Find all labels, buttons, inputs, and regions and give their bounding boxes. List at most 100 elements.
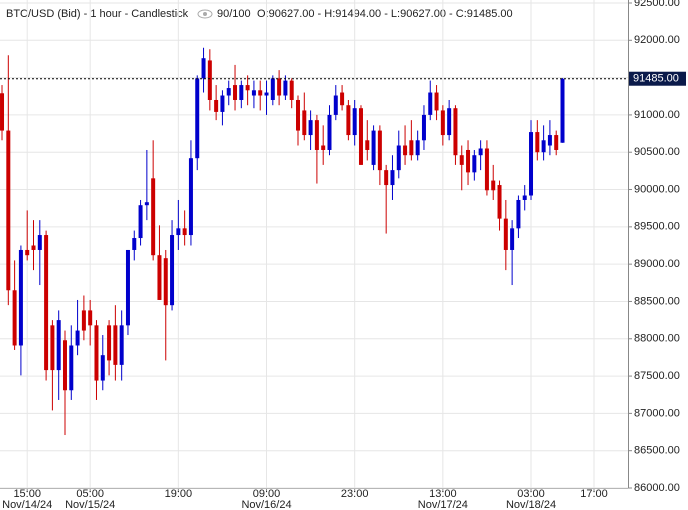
- candle-body: [50, 325, 55, 371]
- candle-body: [371, 130, 376, 165]
- header: BTC/USD (Bid) - 1 hour - Candlestick 90/…: [0, 0, 628, 489]
- candle-body: [182, 228, 187, 236]
- last-price-label: 91485.00: [633, 73, 679, 85]
- candle-body: [12, 290, 17, 346]
- y-tick-label: 90500.00: [634, 146, 680, 158]
- candle-body: [132, 238, 137, 250]
- candle-body: [163, 258, 168, 306]
- candle-body: [503, 218, 508, 250]
- candle-body: [340, 92, 345, 106]
- candle-body: [283, 80, 288, 96]
- candle-body: [170, 235, 175, 306]
- last-price-box: [629, 71, 686, 86]
- y-tick-label: 86000.00: [634, 482, 680, 494]
- candle-body: [138, 205, 143, 239]
- eye-icon: [197, 9, 213, 19]
- candle-body: [201, 58, 206, 79]
- candle-body: [207, 60, 212, 100]
- candle-body: [547, 135, 552, 146]
- x-tick-label: 03:00: [517, 488, 545, 500]
- candle-body: [75, 330, 80, 346]
- candle-body: [491, 180, 496, 191]
- candle-body: [447, 108, 452, 136]
- candle-body: [251, 90, 256, 96]
- candle-body: [119, 325, 124, 365]
- candle-body: [529, 132, 534, 196]
- candle-body: [321, 145, 326, 150]
- y-tick-label: 92000.00: [634, 34, 680, 46]
- candle-body: [188, 158, 193, 236]
- candle-body: [466, 149, 471, 173]
- candle-body: [277, 78, 282, 96]
- candle-body: [264, 92, 269, 96]
- candle-body: [25, 249, 30, 256]
- candle-body: [37, 235, 42, 250]
- x-tick-date: Nov/17/24: [418, 499, 468, 510]
- candle-body: [434, 92, 439, 111]
- candle-body: [459, 155, 464, 165]
- candle-body: [522, 195, 527, 200]
- candle-body: [144, 202, 149, 206]
- x-tick-label: 05:00: [76, 488, 104, 500]
- x-tick-date: Nov/14/24: [2, 499, 52, 510]
- candle-body: [62, 340, 67, 391]
- y-tick-label: 88000.00: [634, 333, 680, 345]
- candle-body: [497, 185, 502, 219]
- chart-title: BTC/USD (Bid) - 1 hour - Candlestick: [6, 8, 189, 20]
- candle-body: [516, 199, 521, 229]
- candle-body: [440, 110, 445, 136]
- y-tick-label: 89500.00: [634, 221, 680, 233]
- x-tick-date: Nov/16/24: [241, 499, 291, 510]
- candle-body: [6, 130, 11, 291]
- y-tick-label: 88500.00: [634, 295, 680, 307]
- candle-body: [258, 90, 263, 96]
- candle-body: [44, 235, 49, 371]
- candle-body: [296, 99, 301, 131]
- candle-body: [56, 320, 61, 371]
- ohlc-text: O:90627.00 - H:91494.00 - L:90627.00 - C…: [257, 8, 513, 20]
- candle-body: [421, 114, 426, 141]
- y-tick-label: 86500.00: [634, 445, 680, 457]
- y-tick-label: 87000.00: [634, 407, 680, 419]
- candle-body: [365, 140, 370, 150]
- x-tick-label: 15:00: [13, 488, 41, 500]
- candle-body: [472, 155, 477, 173]
- candle-body: [510, 228, 515, 250]
- candle-body: [239, 85, 244, 100]
- candle-body: [195, 78, 200, 159]
- candle-body: [289, 80, 294, 100]
- x-tick-label: 23:00: [341, 488, 369, 500]
- candle-body: [314, 120, 319, 150]
- y-tick-label: 87500.00: [634, 370, 680, 382]
- candle-body: [157, 255, 162, 300]
- candle-body: [88, 310, 93, 326]
- candle-body: [377, 130, 382, 171]
- candle-body: [554, 135, 559, 150]
- candle-body: [327, 114, 332, 150]
- candle-body: [94, 325, 99, 381]
- candle-body: [113, 325, 118, 365]
- candle-body: [541, 140, 546, 153]
- y-tick-label: 89000.00: [634, 258, 680, 270]
- y-tick-label: 91000.00: [634, 109, 680, 121]
- candle-body: [69, 345, 74, 391]
- candle-body: [384, 170, 389, 186]
- candle-body: [390, 170, 395, 186]
- candle-body: [18, 249, 23, 346]
- candle-body: [352, 108, 357, 136]
- candle-body: [415, 140, 420, 156]
- y-tick-label: 90000.00: [634, 183, 680, 195]
- candle-body: [270, 78, 275, 100]
- x-tick-date: Nov/15/24: [65, 499, 115, 510]
- candle-body: [484, 148, 489, 191]
- candle-body: [428, 92, 433, 115]
- candle-body: [245, 85, 250, 91]
- x-tick-label: 13:00: [429, 488, 457, 500]
- candle-body: [214, 99, 219, 112]
- candle-body: [333, 95, 338, 115]
- candle-body: [151, 178, 156, 256]
- candle-body: [403, 145, 408, 156]
- candle-body: [233, 85, 238, 100]
